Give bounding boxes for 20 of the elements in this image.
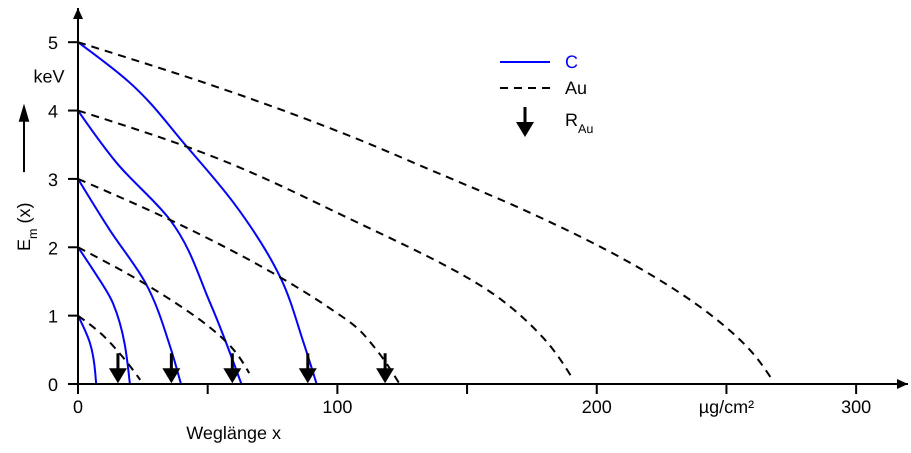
legend-label: C <box>565 52 578 72</box>
x-tick-label: 100 <box>322 397 352 417</box>
x-axis-title: Weglänge x <box>186 423 281 443</box>
y-tick-label: 0 <box>48 375 58 395</box>
y-tick-label: 4 <box>48 102 58 122</box>
text: keV <box>33 66 65 86</box>
line-series <box>77 41 318 385</box>
y-tick-label: 2 <box>48 238 58 258</box>
line-series <box>77 246 131 385</box>
legend-label: R$_{Au}$ <box>565 110 594 136</box>
x-tick-label: 200 <box>582 397 612 417</box>
legend-label: Au <box>565 78 588 98</box>
x-tick-label: 0 <box>72 397 84 417</box>
line-series <box>77 110 242 385</box>
line-series <box>77 178 182 385</box>
x-tick-label: µg/cm² <box>698 397 754 417</box>
y-tick-label: 3 <box>48 170 58 190</box>
y-tick-label: 1 <box>48 306 58 327</box>
y-tick-label: 5 <box>48 33 58 54</box>
x-tick-label: 300 <box>841 397 872 417</box>
